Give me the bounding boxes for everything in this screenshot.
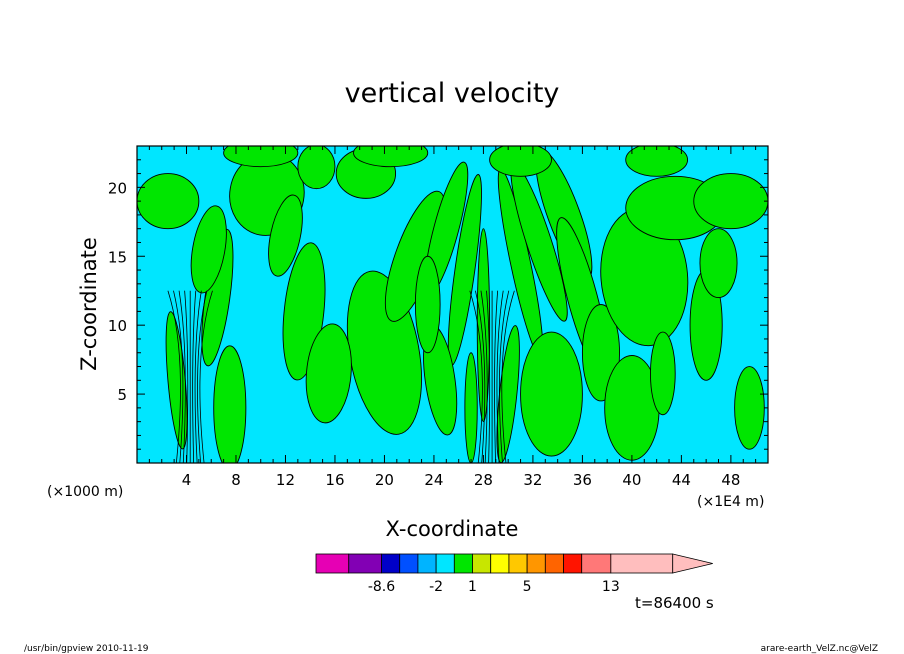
contour-line xyxy=(197,290,208,463)
colorbar-cell xyxy=(472,553,492,574)
contour-line xyxy=(469,290,483,463)
contour-line xyxy=(501,290,515,463)
contour-line xyxy=(173,290,184,463)
colorbar xyxy=(315,553,713,574)
colorbar-cell xyxy=(381,553,401,574)
colorbar-cell xyxy=(490,553,510,574)
contour-line xyxy=(498,290,510,463)
x-axis: 4 8 12 16 20 24 28 32 36 40 44 48 xyxy=(148,146,757,489)
positive-region xyxy=(699,228,738,299)
colorbar-cell xyxy=(453,553,473,574)
x-tick-label: 4 xyxy=(182,471,192,489)
colorbar-cell xyxy=(610,553,674,574)
x-unit-left: (×1000 m) xyxy=(47,484,123,500)
positive-region xyxy=(489,146,552,177)
colorbar-label: 1 xyxy=(468,579,477,595)
colorbar-cell xyxy=(399,553,419,574)
positive-region xyxy=(625,146,689,177)
x-unit-right: (×1E4 m) xyxy=(697,494,764,510)
y-axis: 5 10 15 20 xyxy=(108,159,768,450)
positive-region xyxy=(137,173,200,230)
positive-region xyxy=(520,331,583,457)
colorbar-cell xyxy=(526,553,546,574)
colorbar-cell xyxy=(435,553,455,574)
colorbar-extension xyxy=(672,553,713,574)
x-tick-label: 36 xyxy=(573,471,592,489)
contour-line xyxy=(480,290,488,463)
y-tick-label: 15 xyxy=(108,248,127,266)
colorbar-cell xyxy=(417,553,437,574)
colorbar-cell xyxy=(348,553,382,574)
y-tick-label: 5 xyxy=(117,386,127,404)
colorbar-label: 13 xyxy=(602,579,620,595)
x-tick-label: 40 xyxy=(622,471,641,489)
x-tick-label: 20 xyxy=(375,471,394,489)
y-tick-label: 10 xyxy=(108,317,127,335)
positive-region xyxy=(734,366,765,450)
positive-region xyxy=(297,146,336,190)
contour-line xyxy=(496,290,504,463)
positive-region xyxy=(650,331,676,416)
contour-line xyxy=(199,290,213,463)
chart-title: vertical velocity xyxy=(345,78,560,109)
contour-line xyxy=(178,290,186,463)
positive-region xyxy=(305,323,352,424)
positive-region xyxy=(353,146,429,168)
contour-line xyxy=(494,290,499,463)
positive-region xyxy=(213,345,247,463)
positive-region xyxy=(464,352,478,463)
x-tick-label: 16 xyxy=(325,471,344,489)
contour-line xyxy=(194,290,202,463)
contour-line xyxy=(167,290,181,463)
contour-line xyxy=(486,290,491,463)
colorbar-cell xyxy=(581,553,612,574)
time-annotation: t=86400 s xyxy=(635,594,714,612)
x-tick-label: 28 xyxy=(474,471,493,489)
plot-area xyxy=(137,146,768,463)
colorbar-label: -8.6 xyxy=(368,579,395,595)
colorbar-cell xyxy=(544,553,564,574)
x-tick-label: 44 xyxy=(672,471,691,489)
colorbar-labels: -8.6 -2 1 5 13 xyxy=(368,579,620,595)
footer-left: /usr/bin/gpview 2010-11-19 xyxy=(24,644,149,654)
y-tick-label: 20 xyxy=(108,179,127,197)
positive-region xyxy=(693,173,768,230)
positive-region xyxy=(476,228,491,423)
x-tick-label: 8 xyxy=(231,471,241,489)
x-tick-label: 24 xyxy=(424,471,443,489)
colorbar-label: -2 xyxy=(429,579,443,595)
positive-region xyxy=(223,146,299,168)
y-axis-title: Z-coordinate xyxy=(77,237,101,371)
colorbar-cell xyxy=(508,553,528,574)
x-tick-label: 32 xyxy=(523,471,542,489)
contour-line xyxy=(184,290,189,463)
footer-right: arare-earth_VelZ.nc@VelZ xyxy=(761,644,878,654)
contour-line xyxy=(474,290,486,463)
x-axis-title: X-coordinate xyxy=(386,517,519,541)
x-tick-label: 12 xyxy=(276,471,295,489)
positive-region xyxy=(201,228,234,367)
contour-line xyxy=(192,290,197,463)
colorbar-label: 5 xyxy=(523,579,532,595)
positive-region xyxy=(414,255,441,354)
x-tick-label: 48 xyxy=(721,471,740,489)
colorbar-cell xyxy=(315,553,350,574)
plot-frame xyxy=(136,145,769,464)
positive-region xyxy=(268,194,303,277)
colorbar-cell xyxy=(563,553,583,574)
